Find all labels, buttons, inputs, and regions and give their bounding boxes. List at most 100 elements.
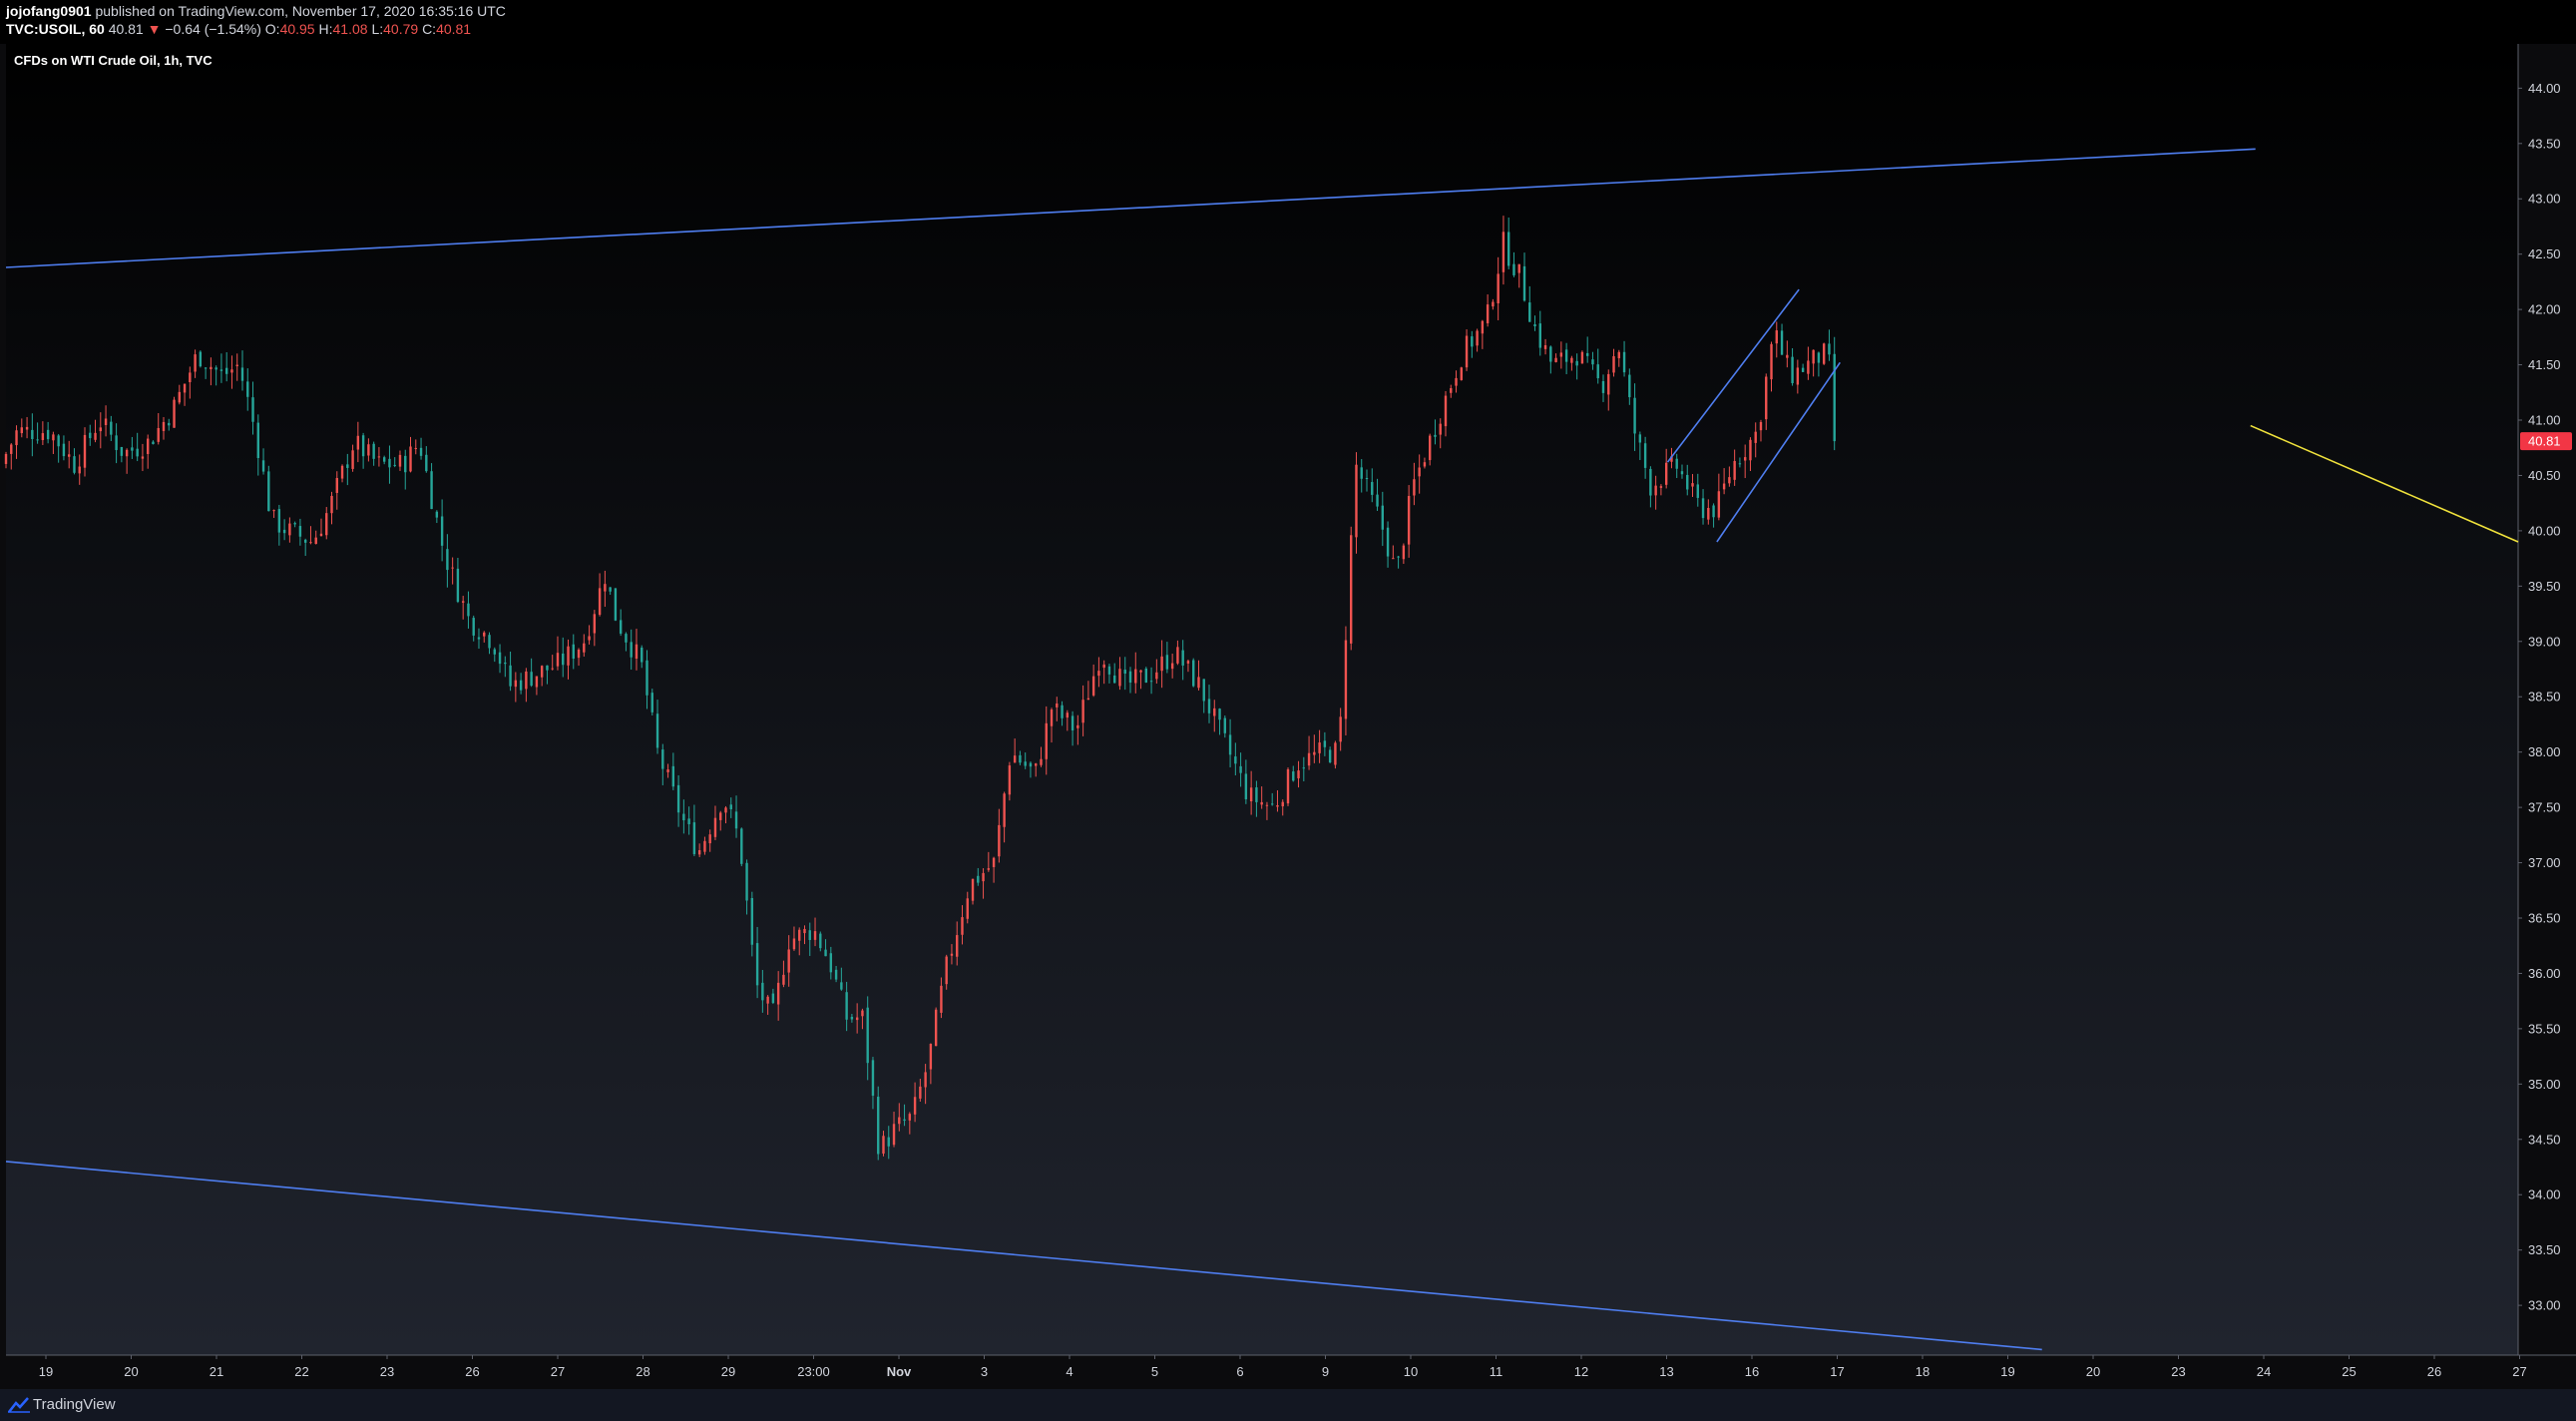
candle-body bbox=[908, 1114, 912, 1121]
candle-body bbox=[204, 367, 208, 369]
candle-body bbox=[1276, 804, 1279, 807]
candle-body bbox=[1071, 715, 1074, 730]
change-down-icon: ▼ bbox=[147, 21, 162, 37]
price-tick-label: 35.50 bbox=[2528, 1021, 2561, 1036]
candle-body bbox=[645, 660, 648, 696]
candle-body bbox=[1365, 478, 1369, 480]
candle-body bbox=[1003, 793, 1006, 827]
candle-body bbox=[4, 453, 8, 464]
candle-body bbox=[598, 588, 602, 616]
plot-background[interactable] bbox=[6, 44, 2518, 1355]
candle-body bbox=[31, 429, 34, 440]
candle-body bbox=[913, 1097, 917, 1115]
candle-body bbox=[430, 471, 433, 510]
candle-body bbox=[1402, 545, 1406, 560]
trendline-flag-lower[interactable] bbox=[1716, 361, 1841, 543]
last-price-badge-label: 40.81 bbox=[2528, 434, 2561, 449]
candle-body bbox=[641, 647, 644, 663]
candle-body bbox=[1796, 367, 1800, 385]
trendline-upper-channel[interactable] bbox=[5, 148, 2256, 268]
candle-body bbox=[1691, 483, 1694, 487]
candle-body bbox=[1439, 423, 1442, 435]
candle-body bbox=[1506, 232, 1510, 266]
candle-body bbox=[1313, 751, 1316, 755]
change-value: −0.64 (−1.54%) bbox=[165, 21, 261, 37]
time-tick-label: 19 bbox=[2000, 1364, 2014, 1379]
candle-body bbox=[540, 666, 544, 678]
candle-body bbox=[1486, 304, 1490, 324]
candle-body bbox=[1244, 773, 1248, 799]
candles bbox=[4, 216, 1836, 1161]
publish-info: jojofang0901 published on TradingView.co… bbox=[6, 3, 506, 19]
candle-body bbox=[115, 435, 118, 451]
author-name[interactable]: jojofang0901 bbox=[6, 3, 92, 19]
candle-body bbox=[1554, 357, 1557, 362]
candle-body bbox=[535, 676, 539, 688]
time-tick-label: 23:00 bbox=[797, 1364, 830, 1379]
candle-body bbox=[850, 1016, 854, 1020]
candle-body bbox=[525, 671, 528, 690]
last-price-badge-bg bbox=[2520, 432, 2572, 451]
time-tick-label: 24 bbox=[2257, 1364, 2271, 1379]
candle-body bbox=[215, 367, 217, 370]
candle-body bbox=[708, 834, 711, 844]
candle-body bbox=[1091, 676, 1095, 696]
candle-body bbox=[771, 993, 775, 1004]
candle-body bbox=[414, 447, 417, 449]
candle-body bbox=[83, 434, 87, 468]
trendline-projection[interactable] bbox=[2250, 424, 2519, 543]
candle-body bbox=[99, 427, 102, 432]
candle-body bbox=[940, 985, 943, 1013]
candle-body bbox=[1722, 483, 1726, 490]
price-axis[interactable]: 44.00 43.50 43.00 42.50 42.00 41.50 41.00 40.50… bbox=[2518, 81, 2561, 1313]
trendline-flag-upper[interactable] bbox=[1666, 288, 1800, 463]
trendline-lower-channel[interactable] bbox=[5, 1161, 2042, 1351]
trendlines[interactable] bbox=[5, 148, 2519, 1351]
candle-body bbox=[1759, 421, 1763, 431]
candle-body bbox=[1791, 356, 1794, 384]
candle-body bbox=[15, 430, 18, 446]
open-value: 40.95 bbox=[279, 21, 315, 37]
candle-body bbox=[934, 1009, 938, 1047]
time-tick-label: 25 bbox=[2342, 1364, 2356, 1379]
price-tick-label: 42.50 bbox=[2528, 246, 2561, 261]
candle-body bbox=[1564, 349, 1568, 362]
price-chart[interactable]: CFDs on WTI Crude Oil, 1h, TVC 44.00 43.5… bbox=[0, 0, 2576, 1389]
candle-body bbox=[1585, 352, 1589, 356]
candle-body bbox=[1292, 771, 1295, 781]
time-tick-label: 21 bbox=[210, 1364, 223, 1379]
candle-body bbox=[971, 878, 975, 901]
candle-body bbox=[1664, 462, 1668, 485]
candle-body bbox=[887, 1137, 890, 1147]
footer-brand[interactable]: TradingView bbox=[33, 1396, 116, 1413]
tradingview-logo-icon[interactable] bbox=[8, 1397, 30, 1413]
candle-body bbox=[36, 439, 39, 441]
candle-body bbox=[1481, 320, 1485, 334]
candle-body bbox=[834, 969, 838, 980]
candle-body bbox=[1765, 376, 1768, 420]
time-tick-label: 5 bbox=[1151, 1364, 1158, 1379]
price-tick-label: 42.00 bbox=[2528, 302, 2561, 317]
candle-body bbox=[1465, 335, 1469, 368]
candle-body bbox=[199, 351, 203, 367]
time-tick-label: 18 bbox=[1916, 1364, 1930, 1379]
candle-body bbox=[982, 872, 985, 882]
candle-body bbox=[1444, 395, 1448, 427]
candle-body bbox=[692, 822, 696, 854]
candle-body bbox=[1176, 647, 1179, 664]
candle-body bbox=[62, 443, 66, 457]
candle-body bbox=[956, 935, 959, 957]
candle-body bbox=[1601, 380, 1605, 393]
candle-body bbox=[419, 447, 423, 456]
candle-body bbox=[1833, 353, 1836, 442]
time-axis[interactable]: 19 20 21 22 23 26 27 28 29 23:00 Nov 3 4 5 6 9 10 11 12 13 1… bbox=[39, 1355, 2527, 1379]
candle-body bbox=[319, 533, 323, 537]
low-value: 40.79 bbox=[383, 21, 419, 37]
symbol-label[interactable]: TVC:USOIL, 60 bbox=[6, 21, 105, 37]
candle-body bbox=[25, 426, 29, 430]
candle-body bbox=[1733, 460, 1736, 480]
candle-body bbox=[1118, 669, 1121, 687]
candle-body bbox=[734, 811, 738, 829]
time-tick-label: 9 bbox=[1322, 1364, 1329, 1379]
time-tick-label: 11 bbox=[1490, 1364, 1503, 1379]
